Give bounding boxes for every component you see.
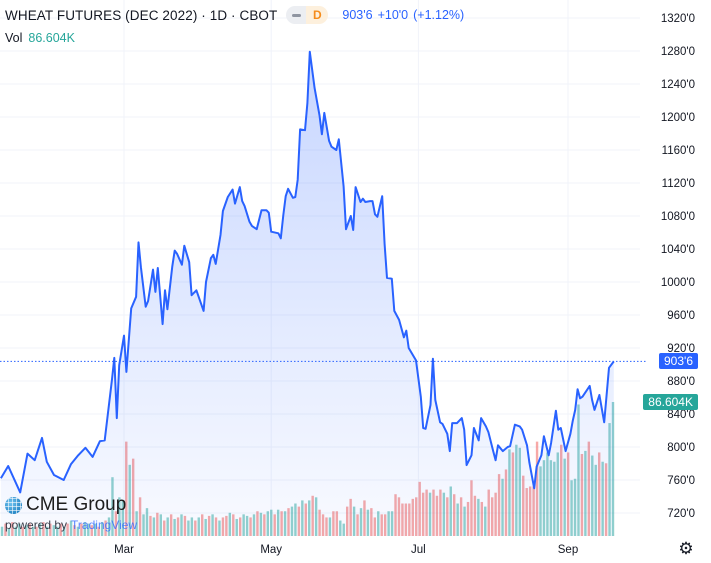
x-tick-label: Sep <box>558 544 578 556</box>
volume-tag: 86.604K <box>643 394 698 410</box>
y-tick-label: 920'0 <box>667 343 695 355</box>
y-tick-label: 800'0 <box>667 442 695 454</box>
cme-logo-text: CME Group <box>26 494 127 515</box>
chart-legend: WHEAT FUTURES (DEC 2022) · 1D · CBOT D 9… <box>5 6 469 24</box>
time-axis[interactable]: Mar May Jul Sep <box>114 544 578 556</box>
x-tick-label: Jul <box>411 544 426 556</box>
y-tick-label: 1160'0 <box>662 145 695 157</box>
y-tick-label: 1320'0 <box>661 13 695 25</box>
last-price-tag: 903'6 <box>659 353 698 369</box>
price-area-fill <box>0 51 614 537</box>
interval-badge: D <box>306 6 329 24</box>
branding-logo[interactable]: CME Group powered by TradingView <box>5 494 137 532</box>
last-price: 903'6 <box>342 8 373 22</box>
y-tick-label: 1000'0 <box>661 277 695 289</box>
y-tick-label: 760'0 <box>667 475 695 487</box>
x-tick-label: May <box>260 544 282 556</box>
minus-icon <box>286 6 307 24</box>
price-quote: 903'6 +10'0 (+1.12%) <box>342 8 469 22</box>
y-tick-label: 1080'0 <box>661 211 695 223</box>
y-tick-label: 960'0 <box>667 310 695 322</box>
y-tick-label: 1120'0 <box>662 178 695 190</box>
powered-by-text: powered by <box>5 518 68 532</box>
market-status-badge[interactable]: D <box>286 6 329 24</box>
globe-icon <box>5 496 22 514</box>
y-tick-label: 840'0 <box>667 409 695 421</box>
symbol-title[interactable]: WHEAT FUTURES (DEC 2022) · 1D · CBOT <box>5 7 278 23</box>
y-tick-label: 1040'0 <box>661 244 695 256</box>
x-tick-label: Mar <box>114 544 134 556</box>
y-tick-label: 720'0 <box>667 508 695 520</box>
price-change-percent: (+1.12%) <box>413 8 465 22</box>
volume-value: 86.604K <box>28 31 75 45</box>
gear-icon[interactable]: ⚙ <box>678 539 694 558</box>
y-tick-label: 1280'0 <box>661 46 695 58</box>
y-tick-label: 880'0 <box>667 376 695 388</box>
volume-label[interactable]: Vol <box>5 31 23 45</box>
volume-legend: Vol 86.604K <box>5 31 75 45</box>
price-line <box>0 50 615 494</box>
y-tick-label: 1200'0 <box>661 112 695 124</box>
price-axis[interactable]: 1320'0 1280'0 1240'0 1200'0 1160'0 1120'0 1080… <box>661 13 695 520</box>
price-change: +10'0 <box>377 8 409 22</box>
y-tick-label: 1240'0 <box>661 79 695 91</box>
tradingview-link[interactable]: TradingView <box>71 518 138 532</box>
